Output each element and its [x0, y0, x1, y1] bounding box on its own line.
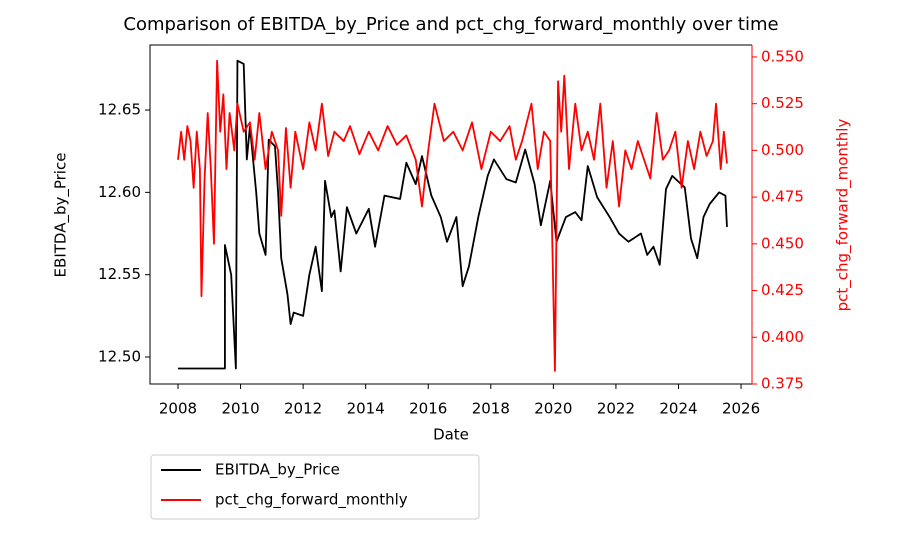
y2-tick-label: 0.550: [761, 47, 804, 65]
x-tick-label: 2022: [597, 400, 635, 418]
legend-label: EBITDA_by_Price: [215, 461, 340, 480]
x-tick-label: 2020: [534, 400, 572, 418]
chart-title: Comparison of EBITDA_by_Price and pct_ch…: [123, 14, 778, 35]
y-tick-label: 12.55: [98, 265, 141, 283]
x-tick-label: 2010: [221, 400, 259, 418]
y-tick-label: 12.50: [98, 347, 141, 365]
x-axis-label: Date: [433, 426, 469, 444]
x-tick-label: 2018: [472, 400, 510, 418]
y2-tick-label: 0.525: [761, 94, 804, 112]
y2-tick-label: 0.425: [761, 281, 804, 299]
y-tick-label: 12.65: [98, 101, 141, 119]
series-line: [178, 59, 728, 370]
y-tick-label: 12.60: [98, 183, 141, 201]
y2-tick-label: 0.450: [761, 234, 804, 252]
legend-box: [150, 454, 480, 520]
series-line: [177, 59, 728, 372]
x-tick-label: 2012: [284, 400, 322, 418]
y-axis-label: EBITDA_by_Price: [52, 153, 71, 278]
y2-tick-label: 0.475: [761, 188, 804, 206]
x-tick-label: 2024: [659, 400, 697, 418]
y2-tick-label: 0.500: [761, 141, 804, 159]
axes-frame: [149, 44, 752, 385]
x-tick-label: 2026: [722, 400, 760, 418]
x-tick-label: 2016: [409, 400, 447, 418]
legend-label: pct_chg_forward_monthly: [215, 491, 408, 510]
x-tick-label: 2008: [159, 400, 197, 418]
y2-tick-label: 0.400: [761, 328, 804, 346]
x-tick-label: 2014: [347, 400, 385, 418]
y2-tick-label: 0.375: [761, 375, 804, 393]
y2-axis-label: pct_chg_forward_monthly: [834, 119, 853, 312]
